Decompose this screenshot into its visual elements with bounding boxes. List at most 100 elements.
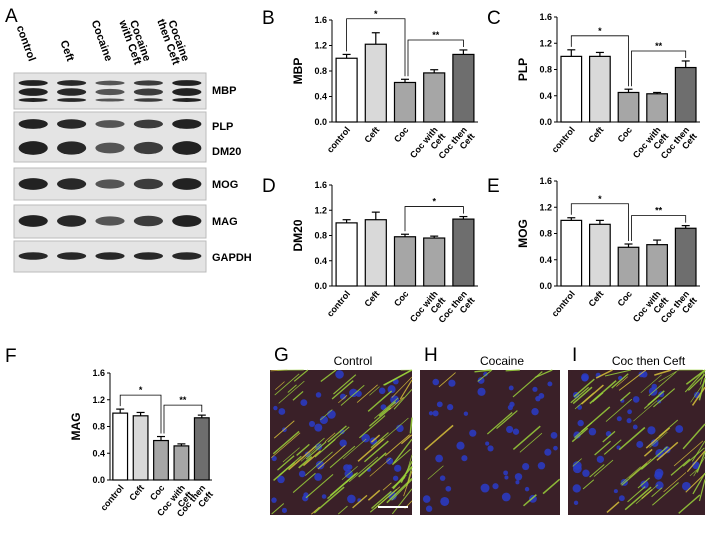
y-tick-label: 0.8 <box>314 231 327 241</box>
fiber <box>345 471 359 484</box>
blot-band <box>172 178 202 190</box>
fiber <box>287 384 297 393</box>
fiber <box>663 472 687 493</box>
nucleus <box>501 492 511 502</box>
fiber <box>649 431 668 448</box>
significance-bracket <box>163 404 203 434</box>
fiber <box>627 486 646 503</box>
fiber <box>359 415 386 439</box>
blot-band <box>95 179 125 189</box>
nucleus <box>432 410 439 417</box>
fiber <box>331 380 354 400</box>
fiber <box>678 494 701 514</box>
y-tick-label: 0.0 <box>314 281 327 291</box>
fiber <box>654 369 672 376</box>
fiber <box>320 369 337 383</box>
x-tick-label: Coc withCeft <box>408 125 447 167</box>
fiber <box>391 479 413 501</box>
fiber <box>401 434 413 445</box>
bar <box>617 91 640 123</box>
y-axis-label: MOG <box>516 219 530 248</box>
nucleus <box>522 463 530 471</box>
y-tick-label: 0.8 <box>314 66 327 76</box>
x-tick-label: Ceft <box>127 483 146 503</box>
fiber <box>605 398 633 422</box>
significance-label: ** <box>655 41 663 51</box>
fiber <box>571 427 589 443</box>
bar <box>364 219 387 287</box>
panel-letter: I <box>572 345 577 366</box>
nucleus <box>588 427 597 436</box>
blot-band <box>57 119 87 129</box>
fiber <box>582 479 595 490</box>
fiber <box>367 489 381 501</box>
fiber <box>369 488 398 513</box>
nucleus <box>582 469 590 477</box>
fiber <box>383 369 413 386</box>
y-tick-label: 1.2 <box>314 205 327 215</box>
fiber <box>406 454 413 474</box>
fiber <box>314 438 336 458</box>
nucleus <box>532 386 538 392</box>
significance-label: ** <box>655 206 663 216</box>
fiber <box>324 432 336 442</box>
significance-bracket <box>404 206 464 232</box>
fiber <box>305 473 334 499</box>
panel-letter: B <box>262 8 275 29</box>
fiber <box>381 417 409 442</box>
panel-letter: C <box>487 8 501 29</box>
bar <box>173 445 190 481</box>
band-label: GAPDH <box>212 252 252 264</box>
y-axis-label: MAG <box>69 413 83 441</box>
nucleus <box>435 454 443 463</box>
fiber <box>341 465 358 481</box>
band-label: PLP <box>212 121 233 133</box>
x-tick-label: Coc <box>615 289 634 308</box>
fiber <box>651 487 663 498</box>
nucleus <box>477 377 485 384</box>
x-tick-label: Coc thenCeft <box>659 289 699 331</box>
y-tick-label: 0.4 <box>539 255 552 265</box>
blot-band <box>172 80 202 86</box>
nucleus <box>278 408 286 415</box>
fiber <box>271 503 285 515</box>
blot-band <box>18 252 48 260</box>
fiber <box>378 401 397 417</box>
fiber <box>512 425 541 450</box>
fiber <box>691 440 706 462</box>
fiber <box>399 379 413 400</box>
y-tick-label: 1.6 <box>539 12 552 22</box>
fiber <box>333 374 357 395</box>
nucleus <box>616 416 622 422</box>
nucleus <box>647 426 656 435</box>
significance-label: ** <box>432 30 440 40</box>
significance-label: ** <box>179 395 187 405</box>
fiber <box>474 369 492 373</box>
fiber <box>573 378 595 398</box>
fiber <box>357 438 385 462</box>
nucleus <box>572 461 582 470</box>
fiber <box>312 437 325 449</box>
nucleus <box>524 486 530 492</box>
blot-band <box>133 80 163 86</box>
fiber <box>593 459 614 477</box>
fiber <box>628 458 652 479</box>
fiber <box>274 373 300 396</box>
fiber <box>392 477 406 489</box>
y-tick-label: 0.0 <box>539 281 552 291</box>
bar <box>646 244 668 287</box>
fiber <box>653 388 676 408</box>
fiber <box>604 369 632 377</box>
y-tick-label: 0.8 <box>92 422 105 432</box>
blot-band <box>18 119 48 129</box>
blot-band <box>57 178 87 190</box>
fiber <box>611 373 629 389</box>
fiber <box>382 482 392 491</box>
x-tick-label: control <box>325 289 352 319</box>
bar <box>452 218 475 287</box>
y-tick-label: 1.6 <box>92 368 105 378</box>
nucleus <box>640 480 649 489</box>
significance-bracket <box>407 39 464 77</box>
fiber <box>342 438 367 460</box>
nucleus <box>627 409 632 415</box>
